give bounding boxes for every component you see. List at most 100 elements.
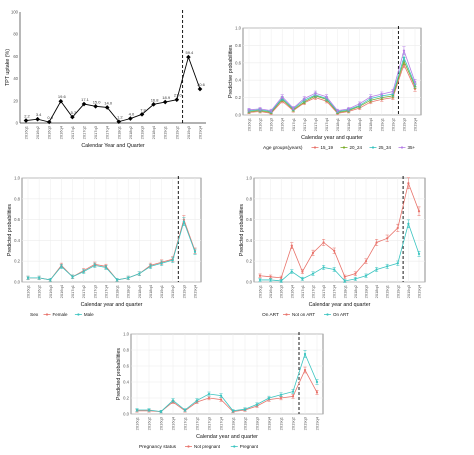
y-axis-title: Predicted probabilities bbox=[7, 204, 13, 256]
data-point bbox=[333, 249, 336, 252]
x-tick-label: 2017q2 bbox=[82, 125, 87, 139]
legend-key-point bbox=[313, 146, 317, 149]
chart-panel-3: 0.0 0.2 0.4 0.6 0.8 1.0 2016q1 2016q2 2016q3 2016… bbox=[7, 176, 202, 318]
x-tick-label: 2017q3 bbox=[93, 125, 98, 139]
legend-label: 20_24 bbox=[350, 145, 363, 150]
data-point bbox=[396, 262, 399, 265]
x-tick-label: 2019q1 bbox=[163, 125, 168, 139]
data-point bbox=[303, 368, 307, 372]
data-point bbox=[343, 279, 346, 283]
data-point bbox=[375, 268, 378, 271]
legend-key-point bbox=[371, 146, 375, 149]
x-tick-label: 2019q2 bbox=[291, 416, 296, 430]
x-tick-label: 2016q1 bbox=[258, 284, 263, 298]
data-point bbox=[207, 392, 211, 396]
data-point bbox=[247, 108, 251, 111]
x-tick-label: 2018q3 bbox=[357, 117, 362, 131]
legend-key-point bbox=[45, 313, 49, 316]
data-point bbox=[81, 101, 87, 107]
x-tick-label: 2018q2 bbox=[126, 284, 131, 298]
data-label: 30.6 bbox=[197, 82, 206, 87]
data-point bbox=[258, 278, 262, 282]
data-point bbox=[407, 222, 410, 225]
series-line bbox=[248, 56, 416, 112]
data-label: 7.8 bbox=[140, 107, 146, 112]
x-tick-label: 2016q2 bbox=[147, 416, 152, 430]
x-tick-label: 2016q4 bbox=[171, 416, 176, 430]
y-axis-title: Predictive probabilities bbox=[228, 45, 234, 98]
x-tick-label: 2017q2 bbox=[81, 284, 86, 298]
data-point bbox=[333, 268, 336, 271]
data-label: 4.0 bbox=[129, 112, 135, 117]
y-tick-label: 0.8 bbox=[235, 43, 241, 48]
plot-frame bbox=[253, 177, 426, 283]
data-point bbox=[219, 394, 223, 397]
x-tick-label: 2018q2 bbox=[243, 416, 248, 430]
data-point bbox=[35, 116, 40, 122]
data-point bbox=[186, 54, 191, 60]
legend-title: On ART bbox=[262, 312, 279, 318]
series-not-on-art bbox=[258, 177, 421, 280]
legend-key-point bbox=[77, 313, 80, 316]
x-tick-label: 2017q2 bbox=[302, 117, 307, 131]
legend: On ART Not on ART On ART bbox=[262, 312, 349, 318]
data-point bbox=[413, 80, 417, 84]
x-tick-label: 2016q3 bbox=[269, 117, 274, 131]
data-point bbox=[280, 279, 283, 283]
data-point bbox=[290, 244, 293, 247]
data-point bbox=[311, 251, 315, 254]
x-tick-label: 2019q1 bbox=[159, 284, 164, 298]
data-point bbox=[375, 241, 378, 244]
series-pregnant bbox=[135, 350, 319, 414]
x-tick-label: 2016q3 bbox=[279, 284, 284, 298]
data-label: 18.9 bbox=[162, 95, 171, 100]
series-1: 2.2 3.4 0.9 19.6 5.3 17.1 15.0 14.0 1.2 4.0 7.8 16.… bbox=[23, 50, 206, 125]
data-point bbox=[417, 252, 421, 256]
data-point bbox=[354, 277, 357, 280]
y-axis-title: Predicted probabilities bbox=[239, 204, 245, 256]
data-label: 16.8 bbox=[151, 97, 160, 102]
data-point bbox=[369, 95, 372, 98]
data-point bbox=[364, 274, 368, 277]
data-point bbox=[325, 95, 328, 98]
x-tick-label: 2016q4 bbox=[280, 117, 285, 131]
data-point bbox=[279, 396, 283, 400]
x-tick-label: 2019q4 bbox=[198, 125, 203, 139]
x-tick-label: 2017q1 bbox=[291, 117, 296, 131]
y-tick-label: 0.2 bbox=[235, 95, 241, 100]
data-point bbox=[135, 408, 139, 412]
data-point bbox=[315, 380, 319, 384]
data-point bbox=[49, 278, 52, 282]
data-point bbox=[343, 275, 346, 278]
data-point bbox=[311, 272, 315, 275]
x-tick-label: 2016q1 bbox=[247, 117, 252, 131]
data-point bbox=[195, 399, 199, 402]
y-tick-label: 0.6 bbox=[235, 60, 241, 65]
legend-key-point bbox=[233, 445, 236, 448]
x-tick-label: 2016q3 bbox=[47, 125, 52, 139]
y-tick-label: 0.6 bbox=[123, 364, 129, 369]
x-tick-label: 2016q1 bbox=[26, 284, 31, 298]
data-point bbox=[391, 90, 394, 93]
data-label: 15.0 bbox=[93, 99, 102, 104]
series-line bbox=[137, 352, 318, 413]
data-point bbox=[258, 107, 262, 111]
legend: Pregnancy status Not pregnant Pregnant bbox=[139, 444, 259, 450]
x-tick-label: 2018q2 bbox=[353, 284, 358, 298]
y-axis-title: Predicted probabilities bbox=[116, 348, 122, 400]
series-male bbox=[26, 217, 197, 282]
legend-label: Male bbox=[84, 312, 94, 317]
data-point bbox=[219, 398, 223, 401]
data-point bbox=[291, 390, 295, 393]
data-point bbox=[402, 49, 406, 52]
x-tick-label: 2016q2 bbox=[258, 117, 263, 131]
x-tick-label: 2017q4 bbox=[324, 117, 329, 131]
legend-label: Pregnant bbox=[240, 444, 259, 449]
legend-label: 25_34 bbox=[379, 145, 392, 150]
plot-frame bbox=[21, 177, 202, 283]
y-tick-label: 0.0 bbox=[235, 113, 241, 118]
x-tick-label: 2017q4 bbox=[105, 125, 110, 139]
data-point bbox=[243, 408, 247, 411]
data-point bbox=[402, 56, 406, 59]
y-tick-label: 0.2 bbox=[246, 259, 252, 264]
